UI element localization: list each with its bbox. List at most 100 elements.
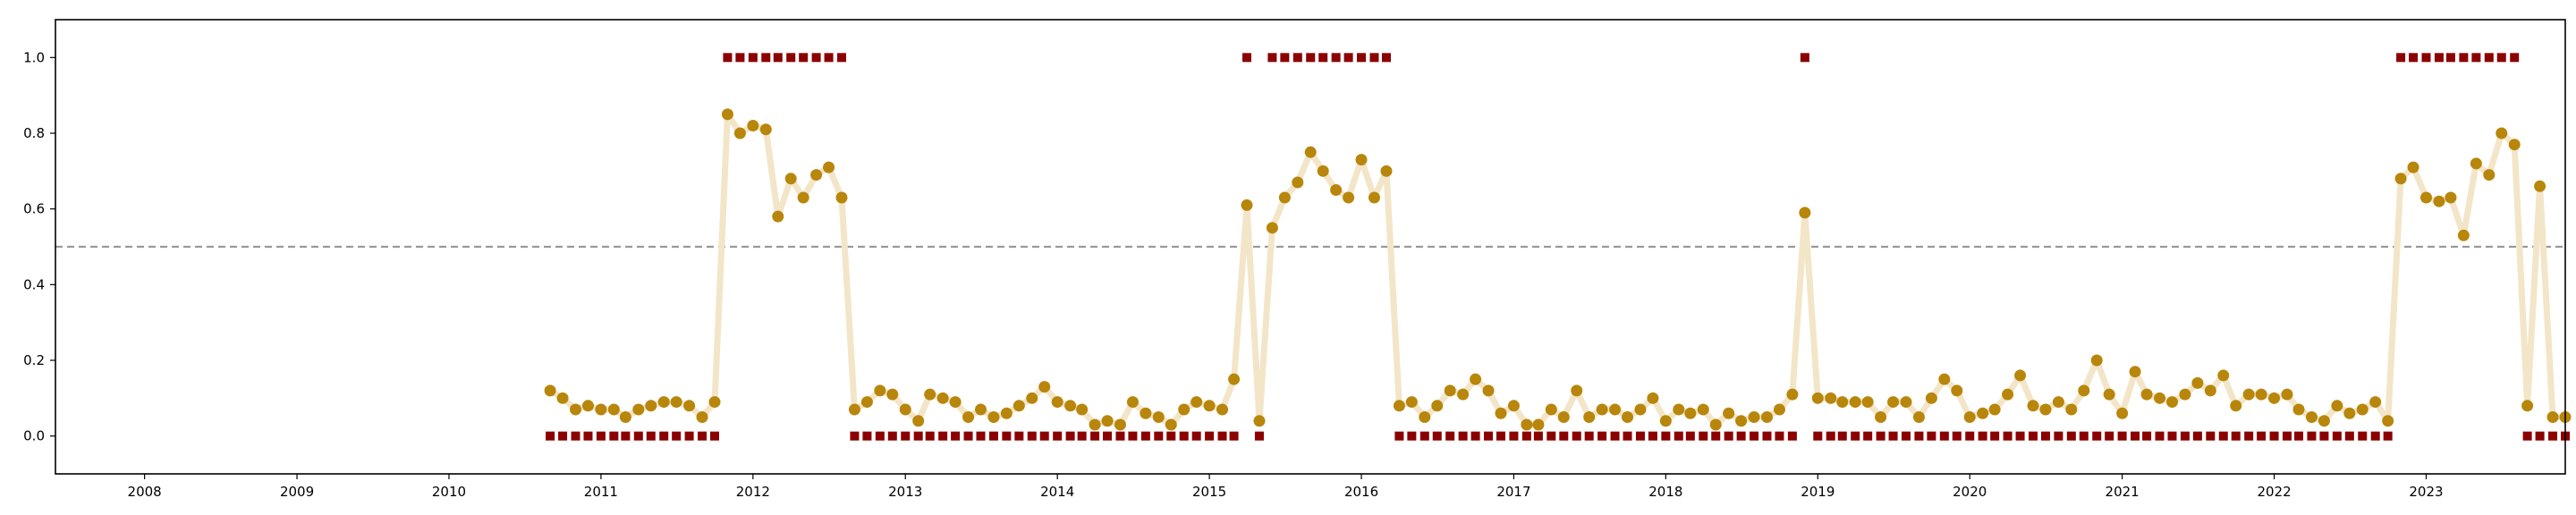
label-marker: [646, 431, 656, 441]
score-point: [860, 396, 873, 409]
label-marker: [2421, 53, 2431, 63]
label-marker: [1724, 431, 1733, 441]
score-point: [1431, 400, 1444, 412]
score-point: [1786, 388, 1799, 401]
score-point: [2445, 191, 2457, 204]
score-point: [2065, 403, 2078, 416]
score-line-layer: [547, 111, 2569, 428]
score-point: [1912, 411, 1925, 423]
label-marker: [988, 431, 998, 441]
score-point: [848, 403, 860, 416]
score-point: [569, 403, 581, 416]
score-point: [2002, 388, 2014, 401]
x-tick-label: 2016: [1344, 484, 1378, 500]
label-marker: [1394, 431, 1404, 441]
label-marker: [2434, 53, 2444, 63]
score-point: [924, 388, 936, 401]
score-point: [2394, 173, 2407, 185]
score-point: [1317, 165, 1329, 177]
score-point: [2166, 396, 2179, 409]
label-marker: [1419, 431, 1429, 441]
score-point: [2140, 388, 2153, 401]
label-marker: [2510, 53, 2520, 63]
label-marker: [1521, 431, 1531, 441]
label-marker: [799, 53, 809, 63]
score-point: [1241, 198, 1253, 211]
label-marker: [1648, 431, 1657, 441]
label-marker: [1357, 53, 1367, 63]
label-marker: [2003, 431, 2012, 441]
score-point: [2281, 388, 2293, 401]
label-marker: [1610, 431, 1620, 441]
score-point: [2217, 369, 2230, 382]
score-point: [1825, 392, 1837, 404]
score-point: [2039, 403, 2052, 416]
label-markers-layer: [546, 53, 2570, 441]
label-marker: [1254, 431, 1264, 441]
score-point: [1278, 191, 1291, 204]
label-marker: [583, 431, 593, 441]
label-marker: [1674, 431, 1683, 441]
score-point: [1482, 384, 1495, 397]
label-marker: [1888, 431, 1898, 441]
score-point: [1419, 411, 1431, 423]
y-tick-label: 0.4: [23, 276, 45, 292]
score-point: [759, 123, 772, 136]
label-marker: [2269, 431, 2279, 441]
label-marker: [2548, 431, 2558, 441]
label-marker: [1685, 431, 1695, 441]
x-tick-label: 2020: [1953, 484, 1987, 500]
score-point: [2496, 127, 2508, 139]
score-point: [1507, 400, 1520, 412]
label-marker: [2054, 431, 2063, 441]
score-point: [747, 120, 759, 132]
label-marker: [1914, 431, 1924, 441]
score-point: [1114, 418, 1126, 431]
label-marker: [1787, 431, 1797, 441]
label-marker: [836, 53, 846, 63]
x-tick-label: 2019: [1801, 484, 1835, 500]
score-point: [1101, 415, 1114, 427]
label-marker: [621, 431, 631, 441]
label-marker: [1229, 431, 1239, 441]
score-point: [797, 191, 809, 204]
score-point: [683, 400, 696, 412]
score-point: [1963, 411, 1976, 423]
label-marker: [1927, 431, 1936, 441]
label-marker: [1559, 431, 1569, 441]
label-marker: [684, 431, 694, 441]
score-point: [1457, 388, 1470, 401]
score-point: [1875, 411, 1887, 423]
score-point: [1748, 411, 1760, 423]
score-point: [632, 403, 645, 416]
score-point: [1634, 403, 1647, 416]
score-point: [823, 161, 835, 173]
score-point: [2356, 403, 2368, 416]
score-point: [696, 411, 708, 423]
score-point: [2343, 407, 2356, 419]
score-point: [1596, 403, 1608, 416]
label-marker: [2307, 431, 2317, 441]
label-marker: [786, 53, 796, 63]
score-point: [1253, 415, 1266, 427]
score-point: [2521, 400, 2534, 412]
score-point: [1811, 392, 1824, 404]
score-point: [1038, 381, 1051, 393]
label-marker: [2459, 53, 2469, 63]
score-point: [2078, 384, 2090, 397]
label-marker: [2471, 53, 2481, 63]
label-marker: [2192, 431, 2202, 441]
label-marker: [1381, 53, 1391, 63]
score-point: [1266, 222, 1278, 234]
label-marker: [2409, 53, 2419, 63]
score-point: [2433, 195, 2445, 207]
score-point: [1026, 392, 1038, 404]
label-marker: [1533, 431, 1543, 441]
score-point: [1951, 384, 1963, 397]
label-marker: [913, 431, 923, 441]
score-point: [2369, 396, 2382, 409]
score-point: [1216, 403, 1229, 416]
label-marker: [1128, 431, 1138, 441]
score-point: [2268, 392, 2281, 404]
label-marker: [2117, 431, 2127, 441]
